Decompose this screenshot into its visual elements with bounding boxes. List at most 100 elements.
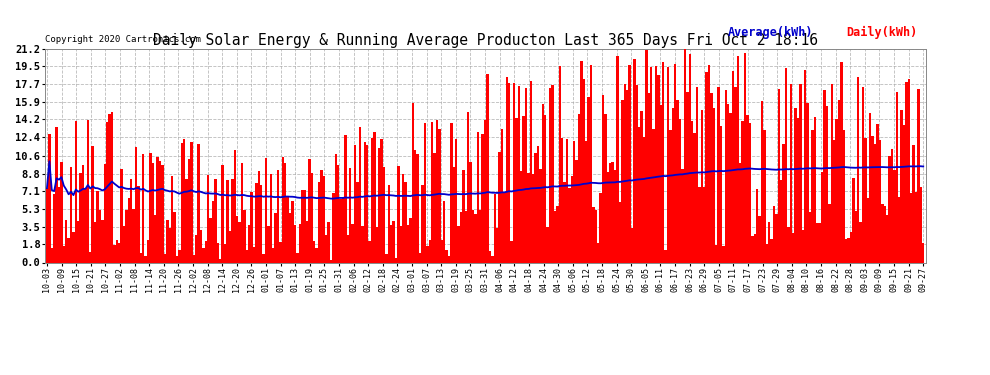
Bar — [57, 187, 60, 262]
Bar — [647, 93, 650, 262]
Bar — [171, 176, 173, 262]
Bar — [474, 214, 476, 262]
Bar — [553, 211, 556, 262]
Bar — [705, 72, 708, 262]
Bar — [763, 130, 765, 262]
Bar — [696, 87, 698, 262]
Bar — [429, 240, 431, 262]
Bar — [676, 100, 679, 262]
Bar — [320, 170, 323, 262]
Bar — [691, 121, 693, 262]
Bar — [443, 201, 446, 262]
Bar — [501, 129, 503, 262]
Bar — [180, 143, 183, 262]
Bar — [489, 251, 491, 262]
Bar — [346, 235, 349, 262]
Bar — [590, 64, 592, 262]
Bar — [481, 134, 484, 262]
Bar — [388, 185, 390, 262]
Bar — [662, 62, 664, 262]
Bar — [886, 215, 888, 262]
Bar — [286, 197, 289, 262]
Bar — [441, 240, 443, 262]
Bar — [306, 221, 308, 262]
Bar — [108, 114, 111, 262]
Text: Average(kWh): Average(kWh) — [728, 26, 813, 39]
Bar — [568, 188, 570, 262]
Bar — [496, 228, 498, 262]
Bar — [46, 188, 49, 262]
Bar — [760, 101, 763, 262]
Bar — [335, 154, 337, 262]
Bar — [535, 153, 537, 262]
Bar — [602, 94, 604, 262]
Bar — [353, 145, 356, 262]
Bar — [667, 67, 669, 262]
Bar — [624, 84, 626, 262]
Bar — [811, 130, 814, 262]
Title: Daily Solar Energy & Running Average Producton Last 365 Days Fri Oct 2 18:16: Daily Solar Energy & Running Average Pro… — [152, 33, 818, 48]
Bar — [730, 113, 732, 262]
Bar — [809, 212, 811, 262]
Bar — [540, 169, 542, 262]
Bar — [758, 216, 760, 262]
Bar — [652, 129, 654, 262]
Bar — [166, 220, 168, 262]
Bar — [920, 187, 922, 262]
Bar — [178, 250, 180, 262]
Bar — [450, 123, 452, 262]
Bar — [708, 65, 710, 262]
Bar — [412, 103, 414, 262]
Bar — [718, 87, 720, 262]
Bar — [135, 147, 138, 262]
Bar — [565, 140, 568, 262]
Bar — [913, 145, 915, 262]
Bar — [378, 148, 380, 262]
Bar — [469, 162, 472, 262]
Bar — [257, 171, 260, 262]
Bar — [561, 138, 563, 262]
Bar — [787, 227, 790, 262]
Bar — [366, 145, 368, 262]
Bar — [197, 144, 200, 262]
Bar — [743, 53, 746, 262]
Bar — [854, 211, 857, 262]
Bar — [626, 90, 629, 262]
Bar — [570, 176, 573, 262]
Bar — [725, 90, 727, 262]
Bar — [546, 227, 548, 262]
Bar — [318, 182, 320, 262]
Bar — [67, 238, 70, 262]
Bar — [154, 215, 156, 262]
Bar — [279, 243, 282, 262]
Bar — [780, 180, 782, 262]
Bar — [617, 57, 619, 262]
Bar — [214, 179, 217, 262]
Bar — [210, 218, 212, 262]
Bar — [467, 112, 469, 262]
Bar — [775, 214, 777, 262]
Bar — [409, 218, 412, 262]
Bar — [53, 194, 55, 262]
Bar — [881, 204, 883, 262]
Bar — [390, 225, 392, 262]
Bar — [434, 153, 436, 262]
Bar — [159, 161, 161, 262]
Bar — [452, 166, 455, 262]
Bar — [446, 251, 447, 262]
Bar — [345, 135, 346, 262]
Bar — [116, 240, 118, 262]
Bar — [765, 244, 768, 262]
Bar — [703, 188, 706, 262]
Bar — [891, 148, 893, 262]
Bar — [713, 108, 715, 262]
Bar — [498, 152, 501, 262]
Bar — [910, 193, 913, 262]
Bar — [151, 162, 154, 262]
Bar — [908, 79, 910, 262]
Bar — [799, 84, 802, 262]
Bar — [217, 243, 219, 262]
Bar — [903, 125, 905, 262]
Bar — [829, 204, 831, 262]
Bar — [111, 112, 113, 262]
